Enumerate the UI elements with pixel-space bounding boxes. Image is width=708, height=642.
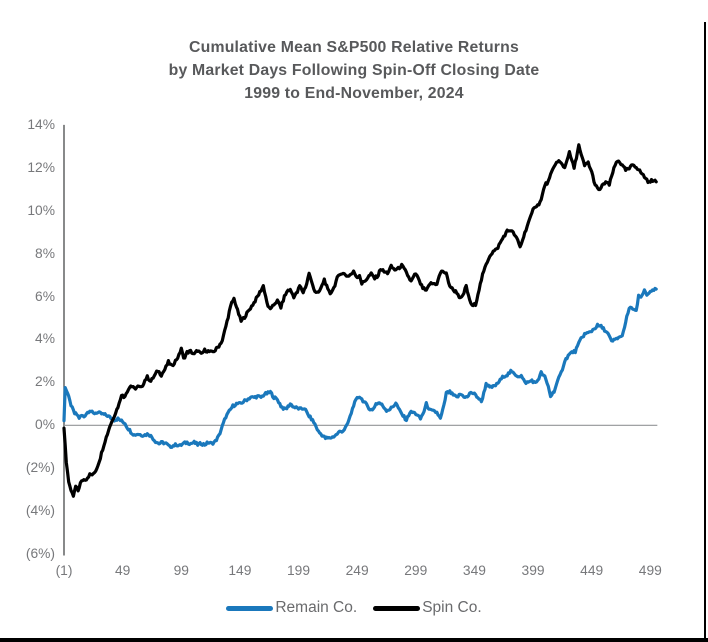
frame-border-bottom bbox=[0, 638, 708, 642]
y-tick-label: 10% bbox=[27, 202, 55, 218]
x-tick-label: 499 bbox=[638, 563, 662, 578]
legend-item-spin: Spin Co. bbox=[373, 599, 482, 617]
spin-co-line bbox=[62, 143, 658, 498]
x-tick-label: 49 bbox=[114, 563, 131, 578]
y-tick-label: 2% bbox=[35, 374, 55, 390]
frame-border-right bbox=[704, 22, 706, 642]
legend-label-spin: Spin Co. bbox=[422, 599, 482, 616]
y-tick-label: 14% bbox=[27, 116, 55, 132]
remain-co-line bbox=[62, 286, 658, 449]
y-tick-label: 6% bbox=[35, 288, 55, 304]
x-tick-label: 349 bbox=[462, 563, 486, 578]
chart-title: Cumulative Mean S&P500 Relative Returns … bbox=[0, 36, 708, 105]
y-tick-label: (6%) bbox=[25, 546, 55, 562]
x-tick-label: 449 bbox=[580, 563, 604, 578]
x-tick-label: 149 bbox=[228, 563, 252, 578]
x-tick-label: 399 bbox=[521, 563, 545, 578]
x-tick-label: (1) bbox=[55, 563, 73, 578]
chart-title-line2: by Market Days Following Spin-Off Closin… bbox=[168, 62, 540, 79]
legend-item-remain: Remain Co. bbox=[226, 599, 357, 617]
legend-label-remain: Remain Co. bbox=[275, 599, 358, 616]
y-tick-label: 12% bbox=[27, 159, 55, 175]
x-tick-label: 249 bbox=[345, 563, 369, 578]
y-tick-label: 4% bbox=[35, 331, 55, 347]
y-tick-label: 8% bbox=[35, 245, 55, 261]
spin-co-line-swatch bbox=[373, 605, 421, 611]
x-tick-label: 199 bbox=[287, 563, 311, 578]
legend: Remain Co. Spin Co. bbox=[0, 599, 708, 617]
y-tick-label: (4%) bbox=[25, 503, 55, 519]
chart-title-line3: 1999 to End-November, 2024 bbox=[244, 85, 464, 102]
chart-title-line1: Cumulative Mean S&P500 Relative Returns bbox=[189, 39, 519, 56]
y-tick-label: (2%) bbox=[25, 460, 55, 476]
y-tick-label: 0% bbox=[35, 417, 55, 433]
x-tick-label: 99 bbox=[173, 563, 189, 578]
remain-co-line-swatch bbox=[226, 605, 274, 611]
x-tick-label: 299 bbox=[404, 563, 428, 578]
